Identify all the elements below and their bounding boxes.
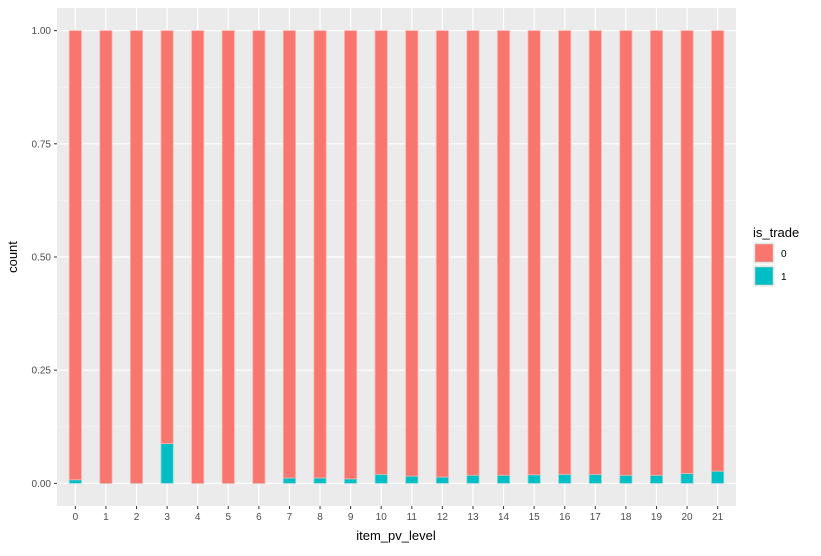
x-tick-label: 2 xyxy=(134,512,140,523)
x-tick-label: 21 xyxy=(712,512,724,523)
x-tick-label: 16 xyxy=(559,512,571,523)
y-tick-label: 0.00 xyxy=(32,479,52,490)
bar-segment-is-trade-0 xyxy=(527,30,541,476)
bar-segment-is-trade-0 xyxy=(344,30,358,480)
bar-segment-is-trade-0 xyxy=(68,30,82,481)
x-tick-label: 6 xyxy=(256,512,262,523)
x-tick-label: 18 xyxy=(620,512,632,523)
y-tick-label: 0.50 xyxy=(32,253,52,264)
axes: 0.000.250.500.751.000 1 2 3 4 5 6 7 8 9 10 11 12 13 14… xyxy=(32,26,724,523)
bar-segment-is-trade-0 xyxy=(405,30,419,477)
bar-segment-is-trade-1 xyxy=(649,474,663,484)
y-axis-title: count xyxy=(5,241,20,273)
bars xyxy=(68,30,725,484)
bar-segment-is-trade-1 xyxy=(374,473,388,484)
bar-segment-is-trade-0 xyxy=(221,30,235,484)
bar-segment-is-trade-0 xyxy=(558,30,572,475)
x-tick-label: 15 xyxy=(529,512,541,523)
legend: is_trade 0 1 xyxy=(753,225,799,287)
bar-segment-is-trade-1 xyxy=(68,479,82,484)
x-tick-label: 9 xyxy=(348,512,354,523)
x-tick-label: 0 xyxy=(73,512,79,523)
bar-segment-is-trade-0 xyxy=(649,30,663,476)
bar-segment-is-trade-0 xyxy=(282,30,296,479)
bar-segment-is-trade-1 xyxy=(405,475,419,484)
bar-segment-is-trade-0 xyxy=(619,30,633,476)
legend-key-swatch xyxy=(754,266,774,286)
bar-segment-is-trade-0 xyxy=(99,30,113,484)
x-tick-label: 3 xyxy=(164,512,170,523)
bar-segment-is-trade-0 xyxy=(313,30,327,479)
bar-segment-is-trade-1 xyxy=(313,477,327,484)
bar-segment-is-trade-1 xyxy=(680,473,694,484)
x-tick-label: 1 xyxy=(103,512,109,523)
bar-segment-is-trade-0 xyxy=(680,30,694,474)
bar-segment-is-trade-1 xyxy=(588,473,602,484)
x-tick-label: 7 xyxy=(287,512,293,523)
bar-segment-is-trade-0 xyxy=(497,30,511,476)
y-tick-label: 0.25 xyxy=(32,366,52,377)
x-tick-label: 19 xyxy=(651,512,663,523)
bar-segment-is-trade-0 xyxy=(374,30,388,475)
bar-segment-is-trade-1 xyxy=(619,474,633,484)
bar-segment-is-trade-1 xyxy=(160,443,174,484)
bar-segment-is-trade-1 xyxy=(466,474,480,484)
bar-segment-is-trade-1 xyxy=(282,477,296,484)
bar-segment-is-trade-0 xyxy=(711,30,725,472)
y-tick-label: 1.00 xyxy=(32,26,52,37)
x-axis-title: item_pv_level xyxy=(356,528,436,543)
bar-segment-is-trade-0 xyxy=(466,30,480,476)
bar-segment-is-trade-0 xyxy=(160,30,174,444)
bar-segment-is-trade-1 xyxy=(527,474,541,484)
x-tick-label: 11 xyxy=(407,512,418,523)
bar-segment-is-trade-1 xyxy=(344,478,358,484)
legend-label: 1 xyxy=(781,272,787,283)
x-tick-label: 8 xyxy=(317,512,323,523)
x-tick-label: 4 xyxy=(195,512,201,523)
legend-label: 0 xyxy=(781,249,787,260)
bar-segment-is-trade-1 xyxy=(558,473,572,484)
legend-key-swatch xyxy=(754,243,774,263)
bar-segment-is-trade-0 xyxy=(191,30,205,484)
bar-segment-is-trade-1 xyxy=(711,470,725,484)
y-tick-label: 0.75 xyxy=(32,139,52,150)
x-tick-label: 13 xyxy=(467,512,479,523)
bar-segment-is-trade-0 xyxy=(252,30,266,484)
x-tick-label: 10 xyxy=(376,512,388,523)
x-tick-label: 14 xyxy=(498,512,510,523)
x-tick-label: 5 xyxy=(225,512,231,523)
legend-title: is_trade xyxy=(753,225,799,240)
x-tick-label: 20 xyxy=(682,512,694,523)
x-tick-label: 17 xyxy=(590,512,602,523)
bar-segment-is-trade-0 xyxy=(130,30,144,484)
bar-segment-is-trade-1 xyxy=(435,476,449,484)
bar-segment-is-trade-0 xyxy=(588,30,602,475)
x-tick-label: 12 xyxy=(437,512,449,523)
bar-segment-is-trade-0 xyxy=(435,30,449,478)
bar-segment-is-trade-1 xyxy=(497,474,511,484)
